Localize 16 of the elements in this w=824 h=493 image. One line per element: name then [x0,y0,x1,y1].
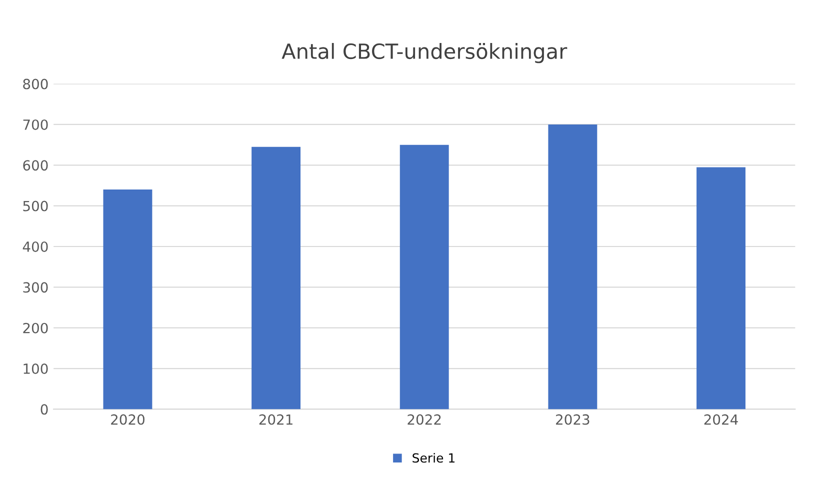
x-tick-label: 2023 [556,414,590,425]
x-tick-label: 2021 [259,414,292,425]
y-tick-label: 500 [23,200,48,212]
y-tick-label: 600 [23,160,48,171]
y-tick-label: 400 [22,241,48,252]
y-tick-label: 800 [23,78,48,90]
x-tick-label: 2022 [408,414,441,425]
y-tick-label: 700 [23,119,48,130]
x-tick-label: 2024 [704,414,738,425]
y-tick-label: 300 [23,282,48,293]
chart-title: Antal CBCT-undersökningar [282,42,568,64]
legend-label: Serie 1 [412,452,455,463]
y-tick-label: 0 [40,404,48,415]
y-tick-label: 100 [24,363,48,374]
y-tick-label: 200 [23,322,48,334]
x-tick-label: 2020 [111,414,144,425]
